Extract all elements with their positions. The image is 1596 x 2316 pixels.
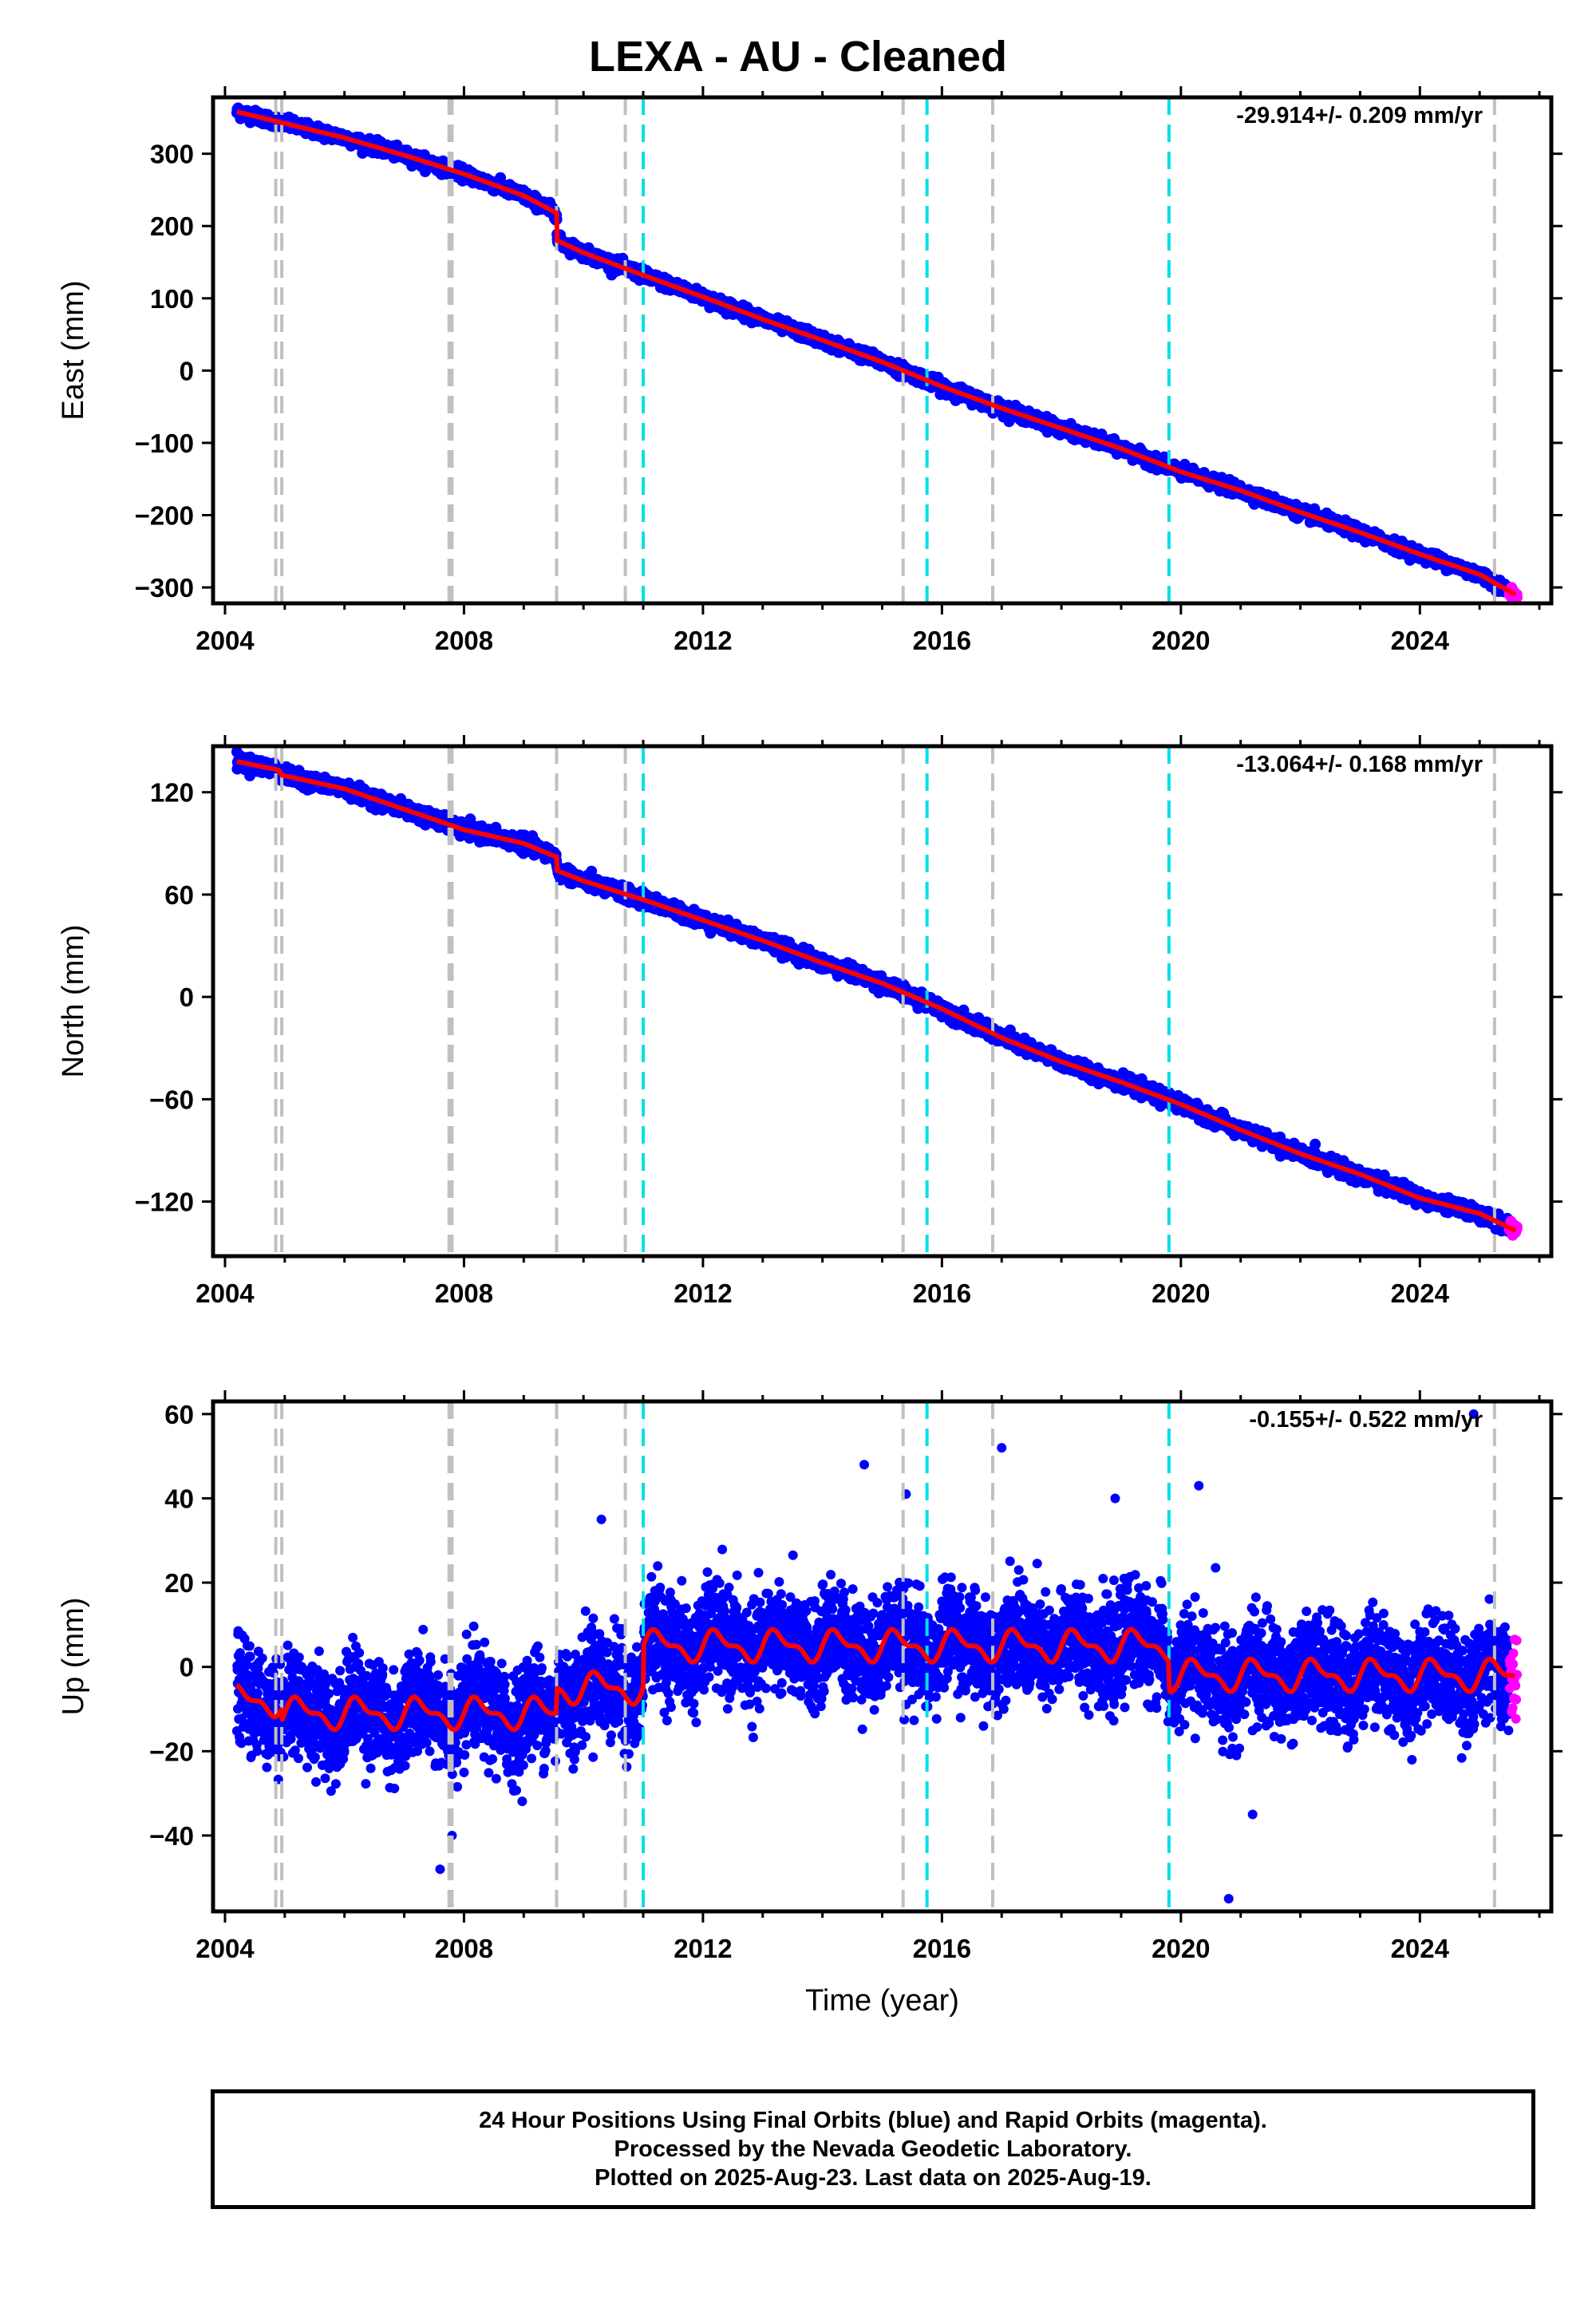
x-tick-label: 2020 — [1152, 626, 1210, 655]
y-tick-label: 100 — [150, 284, 194, 314]
y-tick-label: 0 — [180, 356, 194, 385]
page-title: LEXA - AU - Cleaned — [588, 33, 1008, 81]
x-tick-label: 2012 — [674, 626, 732, 655]
x-tick-label: 2016 — [913, 626, 971, 655]
plot-area — [231, 97, 1523, 603]
final-orbit-points — [231, 102, 1515, 598]
model-line — [236, 109, 1517, 597]
y-tick-label: 300 — [150, 140, 194, 169]
y-tick-label: −200 — [135, 501, 194, 531]
y-axis-title: East (mm) — [57, 280, 90, 420]
velocity-rate-label: -29.914+/- 0.209 mm/yr — [1236, 103, 1483, 128]
x-tick-label: 2024 — [1391, 626, 1450, 655]
y-tick-label: 200 — [150, 211, 194, 241]
x-tick-label: 2008 — [435, 626, 493, 655]
y-tick-label: −100 — [135, 429, 194, 458]
panel-north: 2004 2008 2012 2016 2020 2024120600−60−120Nor… — [57, 735, 1562, 1308]
y-tick-label: −300 — [135, 573, 194, 603]
plot-area — [231, 746, 1523, 1256]
data-point — [586, 865, 598, 877]
panel-east: 2004 2008 2012 2016 2020 2024 300 200 100 0 −100 −2… — [57, 86, 1562, 655]
x-tick-label: 2004 — [196, 626, 255, 655]
